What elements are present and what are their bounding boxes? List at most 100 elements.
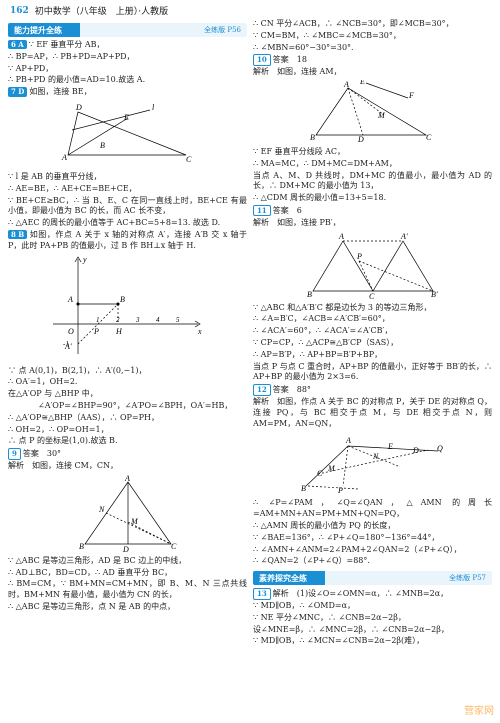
svg-text:O: O <box>68 327 74 336</box>
q6-l4: ∴ PB+PD 的最小值=AD=10.故选 A. <box>8 75 247 86</box>
svg-text:A: A <box>345 436 351 445</box>
q10-ans: 答案 18 <box>273 55 307 64</box>
q8-l2: ∵ 点 A(0,1)，B(2,1)，∴ A′(0,−1)， <box>8 366 247 377</box>
q10-l1: 解析 如图，连接 AM， <box>253 67 492 78</box>
q12-l2: ∴ ∠P=∠PAM，∠Q=∠QAN，△AMN 的周长=AM+MN+AN=PM+M… <box>253 498 492 520</box>
svg-text:C: C <box>369 292 375 301</box>
svg-text:E: E <box>123 113 129 122</box>
q7-l5: ∴ △AEC 的周长的最小值等于 AC+BC=5+8=13. 故选 D. <box>8 218 247 229</box>
q11-ans: 答案 6 <box>273 206 302 215</box>
svg-text:B: B <box>79 542 84 551</box>
svg-text:M: M <box>130 517 139 526</box>
svg-text:B′: B′ <box>431 290 438 299</box>
watermark: 营家网 <box>464 702 494 717</box>
svg-text:3: 3 <box>135 316 140 324</box>
svg-text:M: M <box>377 111 386 120</box>
q13-l4: 设∠MNE=β，∴ ∠MNC=2β，∴ ∠CNB=2α−2β， <box>253 625 492 636</box>
q12-ans: 答案 88° <box>273 385 311 394</box>
q9-l5: ∴ △ABC 是等边三角形，点 N 是 AB 的中点， <box>8 602 247 613</box>
page-header: 162 初中数学（八年级 上册）·人教版 <box>0 0 500 19</box>
r1-l3: ∴ ∠MBN=60°−30°=30°. <box>253 43 492 54</box>
q8-num: 8 B <box>8 230 27 239</box>
svg-text:P: P <box>337 486 343 495</box>
svg-text:D: D <box>75 103 82 112</box>
q12-l3: ∴ △AMN 周长的最小值为 PQ 的长度， <box>253 521 492 532</box>
svg-text:-1: -1 <box>63 340 69 348</box>
svg-text:N: N <box>372 452 379 461</box>
q11-l4: ∴ ∠ACA′=60°，∴ ∠ACA′=∠A′CB′， <box>253 326 492 337</box>
page-number: 162 <box>10 6 29 16</box>
q13-l3: ∵ NE 平分∠MNC，∴ ∠CNB=2α−2β， <box>253 613 492 624</box>
q12-l4: ∵ ∠BAE=136°，∴ ∠P+∠Q=180°−136°=44°， <box>253 533 492 544</box>
q8-l5: ∠A′OP=∠BHP=90°，∠A′PO=∠BPH，OA′=HB， <box>8 401 247 412</box>
section-title: 能力提升全练 <box>14 25 62 36</box>
svg-text:5: 5 <box>176 316 180 324</box>
q9-l4: ∴ BM=CM，∵ BM+MN=CM+MN，即 B、M、N 三点共线时，BM+M… <box>8 579 247 601</box>
fig-q7: D A B E l C <box>58 100 198 170</box>
q6-num: 6 A <box>8 40 27 49</box>
svg-text:A: A <box>61 153 67 162</box>
svg-text:M: M <box>327 464 336 473</box>
q13-l2: ∵ MD∥OB，∴ ∠OMD=α， <box>253 601 492 612</box>
svg-text:P: P <box>93 327 99 336</box>
q9-l2: ∵ △ABC 是等边三角形，AD 是 BC 边上的中线， <box>8 556 247 567</box>
svg-text:1: 1 <box>96 316 100 324</box>
page-title: 初中数学（八年级 上册）·人教版 <box>35 4 168 17</box>
svg-text:A: A <box>338 232 344 241</box>
q8-l6: ∴ △A′OP≅△BHP（AAS），∴ OP=PH， <box>8 413 247 424</box>
svg-text:A′: A′ <box>400 232 408 241</box>
svg-text:B: B <box>120 295 125 304</box>
right-column: ∴ CN 平分∠ACB，∴ ∠NCB=30°，即∠MCB=30°， ∵ CM=B… <box>253 19 492 719</box>
q8-l4: 在△A′OP 与 △BHP 中， <box>8 389 247 400</box>
q9-l1: 解析 如图，连接 CM，CN， <box>8 461 247 472</box>
q11-l3: ∴ ∠A=B′C，∠ACB=∠A′CB′=60°， <box>253 314 492 325</box>
svg-text:C: C <box>171 542 177 551</box>
section-title-2: 素养探究全练 <box>259 573 307 584</box>
q8-l8: ∴ 点 P 的坐标是(1,0).故选 B. <box>8 436 247 447</box>
q13-l5: ∵ MD∥OB，∴ ∠MCN=∠CNB=2α−2β(难）， <box>253 636 492 647</box>
fig-q9: A B C D M N <box>73 474 183 554</box>
fig-q8: y A B O P H x A′ 1 2 3 4 5 -1 <box>48 254 208 364</box>
left-column: 能力提升全练 全练版 P56 6 A∵ EF 垂直平分 AB， ∴ BP=AP，… <box>8 19 247 719</box>
svg-text:4: 4 <box>156 316 160 324</box>
section-ref: 全练版 P56 <box>204 25 241 35</box>
section-bar-research: 素养探究全练 全练版 P57 <box>253 571 492 585</box>
q10-l4: 当点 A、M、D 共线时，DM+MC 的值最小，最小值为 AD 的长，∴ DM+… <box>253 171 492 193</box>
q9-l3: ∴ AD⊥BC，BD=CD，∴ AD 垂直平分 BC， <box>8 568 247 579</box>
q10-l3: ∴ MA=MC，∴ DM+MC=DM+AM， <box>253 159 492 170</box>
q9-ans: 答案 30° <box>23 449 61 458</box>
q11-l6: ∴ AP=B′P，∴ AP+BP=B′P+BP， <box>253 350 492 361</box>
q6-l3: ∵ AP+PD， <box>8 64 247 75</box>
q8-l1: 如图，作点 A 关于 x 轴的对称点 A′，连接 A′B 交 x 轴于 P，此时… <box>8 230 247 250</box>
r1-l1: ∴ CN 平分∠ACB，∴ ∠NCB=30°，即∠MCB=30°， <box>253 19 492 30</box>
svg-text:Q: Q <box>437 444 443 453</box>
q7-l4: ∵ BE+CE≥BC，∴ 当 B、E、C 在同一直线上时，BE+CE 有最小值，… <box>8 196 247 218</box>
fig-q10: A B C D E F M <box>308 80 438 145</box>
svg-text:x: x <box>197 327 202 336</box>
q12-num: 12 <box>253 384 271 395</box>
q11-l7: 当点 P 与点 C 重合时，AP+BP 的值最小，正好等于 BB′的长，∴ AP… <box>253 362 492 384</box>
svg-text:y: y <box>82 255 87 264</box>
svg-text:B: B <box>310 133 315 142</box>
svg-text:C: C <box>317 469 323 478</box>
q6-l1: ∵ EF 垂直平分 AB， <box>29 40 105 49</box>
svg-text:B: B <box>301 484 306 493</box>
q13-l1: 解析 (1)设∠O=∠OMN=α，∴ ∠MNB=2α， <box>273 589 448 598</box>
q10-l2: ∵ EF 垂直平分线段 AC， <box>253 147 492 158</box>
svg-text:E: E <box>359 80 365 86</box>
q12-l6: ∴ ∠QAN=2（∠P+∠Q）=88°. <box>253 556 492 567</box>
q8-l7: ∴ OH=2，∴ OP=OH=1， <box>8 425 247 436</box>
svg-text:A: A <box>343 80 349 89</box>
q7-l2: ∵ l 是 AB 的垂直平分线， <box>8 172 247 183</box>
q13-num: 13 <box>253 588 271 599</box>
q10-num: 10 <box>253 54 271 65</box>
svg-text:C: C <box>186 155 192 164</box>
svg-text:E: E <box>387 442 393 451</box>
q11-l2: ∵ △ABC 和△A′B′C 都是边长为 3 的等边三角形， <box>253 303 492 314</box>
q12-l1: 解析 如图，作点 A 关于 BC 的对称点 P，关于 DE 的对称点 Q，连接 … <box>253 397 492 429</box>
r1-l2: ∵ CM=BM，∴ ∠MBC=∠MCB=30°， <box>253 31 492 42</box>
svg-text:A: A <box>124 474 130 483</box>
q6-l2: ∴ BP=AP，∴ PB+PD=AP+PD， <box>8 52 247 63</box>
svg-text:D: D <box>357 135 364 144</box>
q7-l1: 如图，连接 BE， <box>29 87 91 96</box>
